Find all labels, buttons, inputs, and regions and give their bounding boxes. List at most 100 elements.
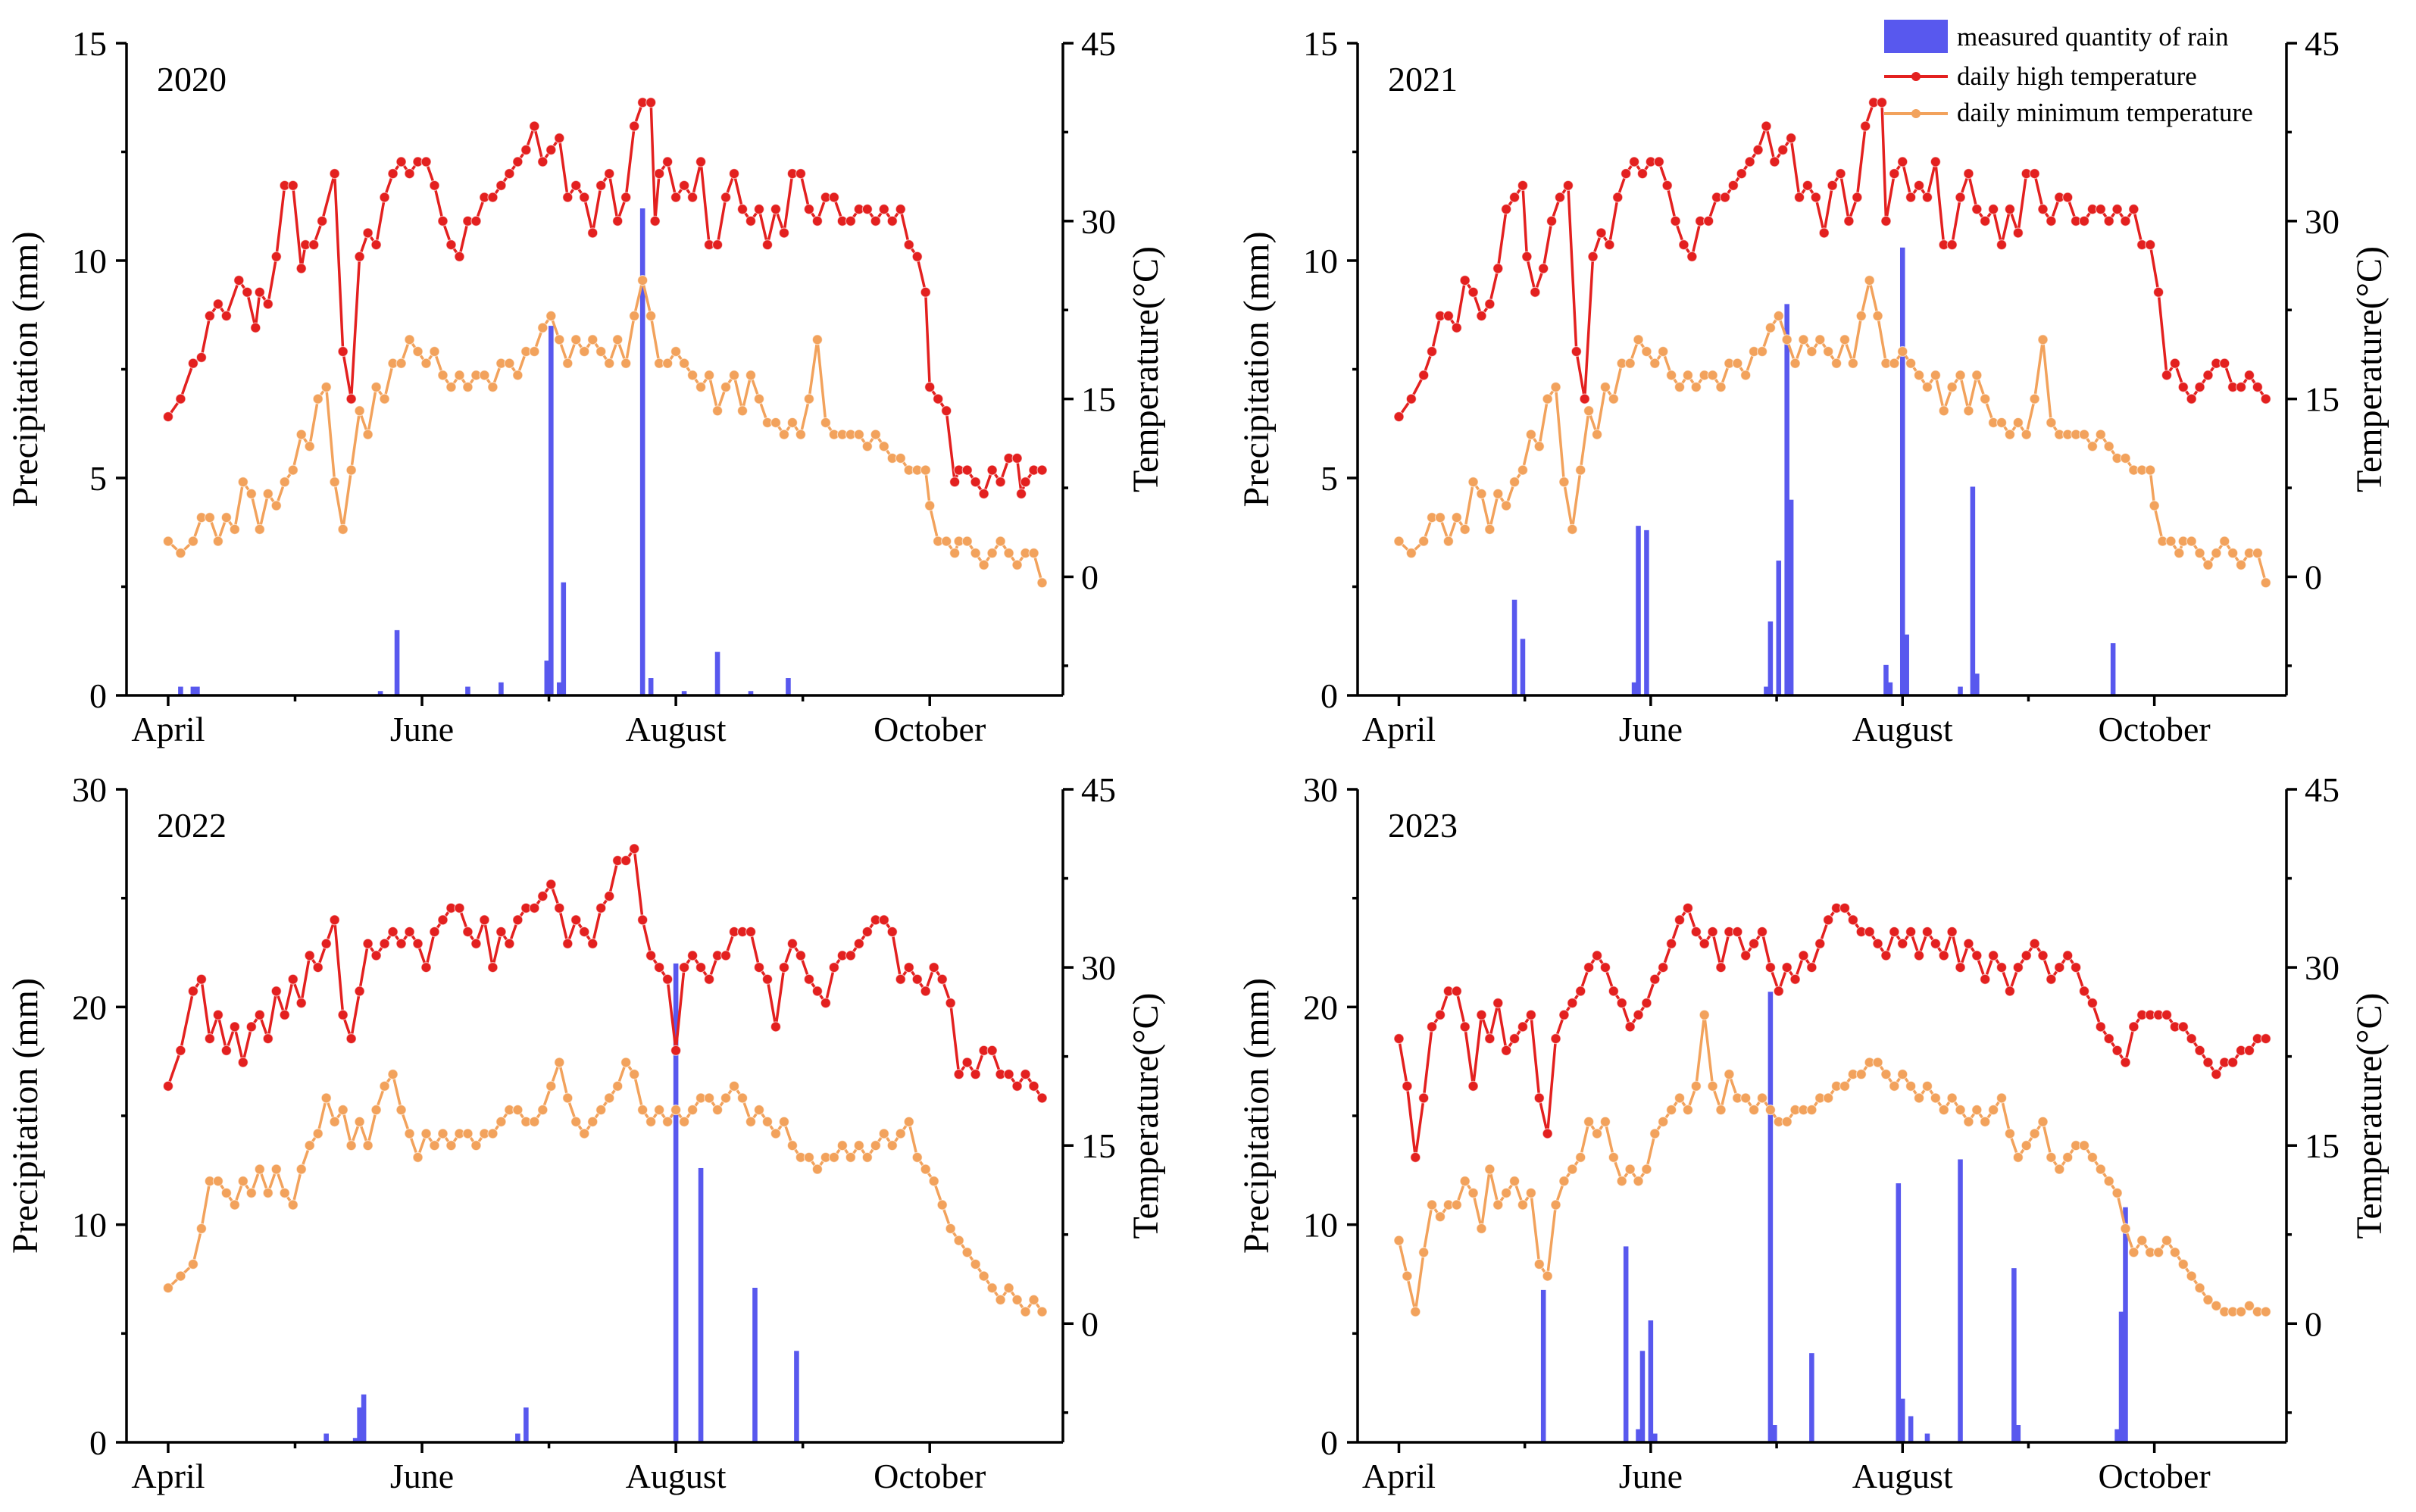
- low-temp-point: [337, 523, 348, 535]
- rain-bar: [1899, 247, 1905, 695]
- low-temp-point: [1699, 1009, 1710, 1020]
- low-temp-point: [662, 1116, 674, 1127]
- high-temp-point: [195, 351, 207, 363]
- high-temp-point: [1818, 227, 1830, 239]
- high-temp-point: [637, 914, 649, 926]
- low-temp-point: [1740, 370, 1752, 381]
- right-tick-label: 45: [1081, 24, 1116, 63]
- low-temp-point: [670, 345, 682, 358]
- high-temp-point: [1521, 251, 1533, 262]
- low-temp-point: [903, 1116, 914, 1127]
- rain-bar: [549, 326, 554, 695]
- low-temp-point: [1426, 1199, 1438, 1211]
- low-temp-point: [736, 1092, 749, 1104]
- high-temp-point: [1880, 950, 1892, 961]
- low-temp-point: [1715, 381, 1727, 393]
- rain-bar: [1636, 526, 1641, 695]
- low-temp-point: [1724, 1069, 1735, 1080]
- x-tick-label: October: [2099, 1457, 2211, 1495]
- high-temp-point: [395, 938, 407, 949]
- high-temp-point: [1913, 950, 1925, 961]
- high-temp-point: [320, 938, 332, 949]
- low-temp-point: [1508, 1176, 1521, 1187]
- low-temp-point: [1533, 1258, 1545, 1270]
- high-temp-point: [1996, 239, 2008, 251]
- high-temp-point: [1525, 1009, 1536, 1020]
- low-temp-point: [387, 1069, 398, 1080]
- axes: [116, 42, 1074, 706]
- rain-bar: [1883, 664, 1889, 695]
- low-temp-point: [911, 1151, 923, 1163]
- low-temp-point: [287, 464, 298, 476]
- low-temp-point: [2012, 417, 2024, 429]
- x-tick-label: August: [1852, 710, 1953, 748]
- low-temp-point: [1905, 1080, 1917, 1092]
- low-temp-point: [2165, 536, 2177, 547]
- high-temp-point: [387, 926, 398, 938]
- low-temp-point: [1756, 1092, 1768, 1104]
- low-temp-point: [1508, 476, 1521, 488]
- high-temp-point: [1678, 239, 1689, 251]
- high-temp-point: [229, 1021, 240, 1032]
- high-temp-point: [645, 950, 657, 961]
- low-temp-point: [1963, 405, 1974, 417]
- low-temp-point: [270, 1164, 282, 1175]
- low-temp-point: [1839, 1080, 1851, 1092]
- rain-bar: [1636, 1429, 1641, 1442]
- high-temp-point: [554, 133, 565, 144]
- low-temp-point: [1996, 417, 2008, 429]
- low-temp-point: [529, 345, 540, 358]
- low-temp-point: [978, 559, 989, 570]
- high-temp-point: [911, 973, 923, 985]
- low-temp-point: [220, 1187, 232, 1198]
- high-temp-point: [1649, 973, 1661, 985]
- right-tick-label: 45: [1081, 770, 1116, 809]
- right-tick-label: 15: [2305, 1126, 2339, 1165]
- high-temp-point: [1897, 156, 1908, 167]
- low-temp-point: [554, 334, 565, 345]
- high-temp-point: [1938, 950, 1949, 961]
- year-label: 2020: [157, 60, 227, 98]
- high-temp-point: [1608, 986, 1619, 997]
- high-temp-point: [1955, 192, 1966, 203]
- low-temp-point: [2046, 417, 2057, 429]
- high-temp-point: [986, 1045, 998, 1056]
- low-temp-point: [1946, 1092, 1958, 1104]
- rain-bar: [1767, 992, 1774, 1442]
- low-temp-point: [2029, 1128, 2040, 1139]
- high-temp-point: [978, 488, 989, 499]
- high-temp-point: [2103, 1033, 2114, 1045]
- low-temp-point: [629, 310, 640, 322]
- low-temp-point: [2128, 1247, 2139, 1258]
- rain-bar: [1788, 499, 1794, 695]
- low-temp-point: [1558, 1176, 1570, 1187]
- high-temp-point: [1036, 1092, 1048, 1104]
- rain-bar: [1958, 1159, 1963, 1442]
- high-temp-point: [612, 215, 624, 226]
- high-temp-point: [2169, 358, 2180, 369]
- high-temp-point: [1575, 986, 1586, 997]
- low-temp-point: [445, 381, 457, 393]
- low-temp-point: [1839, 334, 1851, 345]
- high-temp-point: [1930, 938, 1941, 949]
- low-temp-point: [795, 429, 807, 440]
- low-temp-point: [753, 393, 765, 405]
- low-temp-point: [2004, 429, 2016, 440]
- high-temp-point: [920, 286, 931, 298]
- low-temp-point: [1393, 536, 1405, 547]
- low-temp-point: [1764, 1104, 1776, 1116]
- high-temp-point: [945, 998, 956, 1009]
- low-temp-point: [1897, 1069, 1908, 1080]
- high-temp-point: [562, 938, 574, 949]
- high-temp-point: [254, 1009, 265, 1020]
- year-label: 2021: [1388, 60, 1458, 98]
- high-temp-point: [1674, 914, 1686, 926]
- high-temp-point: [1798, 950, 1809, 961]
- left-tick-label: 0: [1321, 676, 1338, 715]
- low-temp-point: [395, 358, 407, 369]
- high-temp-point: [770, 204, 782, 215]
- right-tick-label: 15: [1081, 380, 1116, 419]
- low-temp-point: [2194, 1282, 2205, 1294]
